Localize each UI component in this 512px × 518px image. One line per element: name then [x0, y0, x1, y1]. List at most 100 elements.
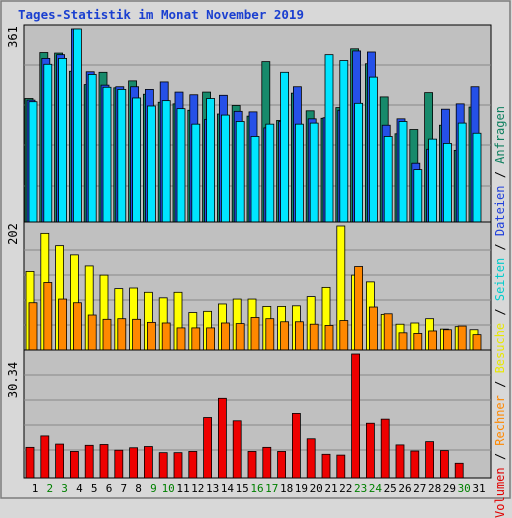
bottom-bar-volumen-30	[454, 462, 464, 479]
bottom-bar-volumen-1	[25, 446, 35, 479]
bottom-bar-volumen-2	[40, 435, 50, 479]
top-bar-seiten-6	[102, 86, 112, 223]
bottom-bar-volumen-7	[114, 449, 124, 479]
middle-bar-rechner-14	[220, 322, 230, 351]
x-tick-label-day-1: 1	[32, 482, 39, 495]
middle-bar-rechner-20	[309, 323, 319, 351]
bottom-bar-volumen-25	[380, 418, 390, 479]
middle-bar-rechner-3	[58, 298, 67, 351]
x-tick-label-day-26: 26	[398, 482, 411, 495]
x-tick-label-day-2: 2	[46, 482, 53, 495]
x-tick-label-day-15: 15	[236, 482, 249, 495]
bottom-bar-volumen-4	[70, 451, 79, 479]
legend-item-volumen: Volumen	[493, 467, 507, 518]
middle-bar-rechner-9	[146, 321, 156, 351]
legend-separator: /	[493, 301, 507, 323]
x-tick-label-day-6: 6	[106, 482, 113, 495]
x-tick-label-day-11: 11	[176, 482, 189, 495]
middle-bar-rechner-25	[383, 313, 393, 351]
top-bar-seiten-11	[176, 108, 186, 223]
top-bar-seiten-4	[73, 28, 82, 223]
top-bar-seiten-30	[457, 122, 467, 223]
top-bar-seiten-22	[339, 60, 349, 223]
middle-bar-rechner-13	[206, 327, 216, 351]
top-bar-seiten-24	[368, 76, 378, 223]
middle-bar-rechner-30	[457, 325, 467, 351]
middle-bar-rechner-28	[428, 330, 438, 351]
middle-bar-rechner-4	[73, 302, 82, 351]
x-tick-label-day-16: 16	[250, 482, 263, 495]
middle-bar-rechner-21	[324, 325, 334, 351]
top-bar-seiten-12	[191, 123, 201, 223]
top-bar-seiten-25	[383, 136, 393, 223]
x-tick-label-day-9: 9	[150, 482, 157, 495]
top-bar-seiten-17	[265, 123, 275, 223]
bottom-bar-volumen-22	[336, 454, 346, 479]
top-bar-seiten-13	[206, 98, 216, 223]
legend-separator: /	[493, 445, 507, 468]
bottom-bar-volumen-15	[232, 420, 242, 479]
top-bar-seiten-26	[398, 121, 408, 223]
legend-item-anfragen: Anfragen	[493, 106, 507, 164]
middle-bar-rechner-1	[28, 302, 38, 351]
middle-bar-rechner-15	[235, 323, 245, 351]
top-bar-seiten-20	[309, 122, 319, 223]
top-bar-seiten-28	[428, 138, 438, 223]
legend-item-seiten: Seiten	[493, 257, 507, 302]
bottom-panel-background	[23, 349, 492, 479]
top-bar-seiten-8	[132, 97, 142, 223]
middle-bar-rechner-10	[161, 322, 171, 351]
x-tick-label-day-28: 28	[428, 482, 441, 495]
x-tick-label-day-27: 27	[413, 482, 426, 495]
bottom-bar-volumen-29	[439, 450, 449, 479]
bottom-bar-volumen-11	[173, 452, 183, 479]
top-bar-seiten-5	[87, 74, 97, 223]
x-tick-label-day-3: 3	[61, 482, 68, 495]
bottom-bar-volumen-20	[306, 438, 316, 479]
bottom-bar-volumen-10	[158, 452, 168, 479]
x-tick-label-day-23: 23	[354, 482, 367, 495]
top-bar-seiten-19	[294, 123, 304, 223]
x-tick-label-day-25: 25	[384, 482, 397, 495]
bottom-bar-volumen-28	[425, 441, 435, 479]
bottom-bar-volumen-24	[365, 422, 375, 479]
middle-bar-rechner-29	[442, 329, 452, 351]
x-tick-label-day-30: 30	[458, 482, 471, 495]
top-bar-seiten-31	[472, 132, 482, 223]
middle-bar-rechner-11	[176, 327, 186, 351]
middle-bar-rechner-7	[117, 318, 127, 351]
bottom-bar-volumen-27	[410, 450, 420, 479]
bottom-bar-volumen-8	[129, 447, 139, 479]
legend-separator: /	[493, 373, 507, 396]
bottom-bar-volumen-12	[188, 451, 198, 479]
bottom-bar-volumen-26	[395, 444, 405, 479]
top-bar-seiten-23	[354, 102, 364, 223]
bottom-bar-volumen-14	[217, 397, 227, 479]
top-bar-seiten-7	[117, 89, 127, 223]
legend-item-dateien: Dateien	[493, 185, 507, 237]
middle-bar-rechner-24	[368, 306, 378, 351]
top-bar-seiten-10	[161, 100, 171, 223]
middle-bar-rechner-19	[294, 321, 304, 351]
x-tick-label-day-4: 4	[76, 482, 83, 495]
bottom-bar-volumen-3	[55, 443, 64, 479]
middle-bar-rechner-17	[265, 318, 275, 351]
x-tick-label-day-13: 13	[206, 482, 219, 495]
x-tick-label-day-10: 10	[162, 482, 175, 495]
top-bar-seiten-9	[146, 105, 156, 223]
x-tick-label-day-5: 5	[91, 482, 98, 495]
middle-bar-rechner-12	[191, 327, 201, 351]
middle-bar-rechner-23	[354, 266, 364, 351]
top-bar-seiten-29	[442, 143, 452, 223]
x-tick-label-day-12: 12	[191, 482, 204, 495]
x-tick-label-day-19: 19	[295, 482, 308, 495]
bottom-bar-volumen-9	[143, 446, 153, 479]
bottom-bar-volumen-23	[351, 353, 361, 479]
outer-frame	[0, 0, 511, 499]
legend-item-rechner: Rechner	[493, 395, 507, 446]
top-bar-seiten-14	[220, 114, 230, 223]
bottom-bar-volumen-19	[291, 413, 301, 479]
bottom-bar-volumen-6	[99, 444, 109, 479]
top-bar-seiten-21	[324, 54, 334, 223]
